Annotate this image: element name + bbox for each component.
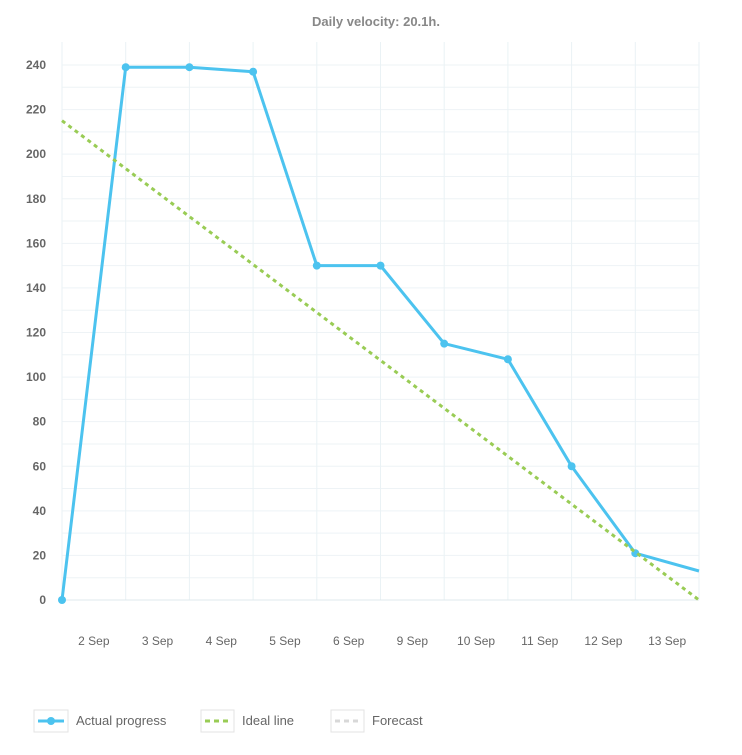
axes: 0 20 40 60 80 100 120 140 160 180 200 220 240 2 Sep 3 … xyxy=(26,58,699,648)
y-tick-label: 80 xyxy=(33,415,47,429)
chart-title: Daily velocity: 20.1h. xyxy=(312,14,440,29)
data-point xyxy=(58,596,66,604)
y-tick-label: 0 xyxy=(39,593,46,607)
legend-swatch-marker xyxy=(47,717,55,725)
y-tick-label: 120 xyxy=(26,326,46,340)
legend: Actual progress Ideal line Forecast xyxy=(33,709,423,733)
x-tick-label: 13 Sep xyxy=(648,634,686,648)
data-point xyxy=(249,67,258,76)
x-tick-label: 10 Sep xyxy=(457,634,495,648)
x-tick-label: 4 Sep xyxy=(206,634,238,648)
data-point xyxy=(440,339,449,348)
x-tick-label: 3 Sep xyxy=(142,634,174,648)
data-point xyxy=(376,261,385,270)
x-tick-label: 9 Sep xyxy=(397,634,429,648)
y-tick-label: 200 xyxy=(26,147,46,161)
legend-label: Actual progress xyxy=(76,713,167,728)
legend-label: Forecast xyxy=(372,713,423,728)
x-tick-label: 11 Sep xyxy=(521,634,558,648)
legend-item-ideal-line: Ideal line xyxy=(200,709,294,733)
y-tick-label: 60 xyxy=(33,459,47,473)
y-tick-label: 20 xyxy=(33,548,47,562)
data-point xyxy=(312,261,321,270)
x-tick-label: 12 Sep xyxy=(584,634,622,648)
series-line-ideal-line xyxy=(61,119,700,602)
legend-item-actual-progress: Actual progress xyxy=(33,709,167,733)
y-tick-label: 140 xyxy=(26,281,46,295)
y-tick-label: 220 xyxy=(26,103,46,117)
y-tick-label: 180 xyxy=(26,192,46,206)
data-point xyxy=(185,63,194,72)
data-point xyxy=(567,462,576,471)
x-tick-label: 5 Sep xyxy=(269,634,301,648)
series-layer xyxy=(58,63,700,604)
legend-label: Ideal line xyxy=(242,713,294,728)
y-tick-label: 40 xyxy=(33,504,47,518)
x-tick-label: 6 Sep xyxy=(333,634,365,648)
grid xyxy=(61,42,700,601)
y-tick-label: 240 xyxy=(26,58,46,72)
legend-item-forecast: Forecast xyxy=(330,709,423,733)
data-point xyxy=(503,355,512,364)
data-point xyxy=(121,63,130,72)
y-tick-label: 100 xyxy=(26,370,46,384)
x-tick-label: 2 Sep xyxy=(78,634,110,648)
y-tick-label: 160 xyxy=(26,236,46,250)
